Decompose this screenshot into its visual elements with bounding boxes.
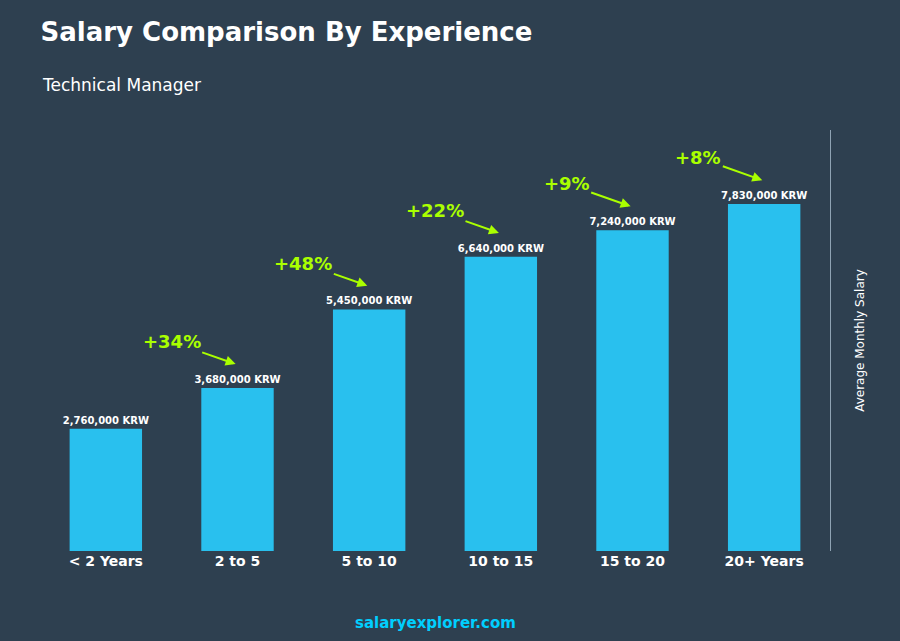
svg-text:Technical Manager: Technical Manager	[42, 75, 201, 95]
svg-text:+9%: +9%	[544, 173, 590, 194]
svg-text:10 to 15: 10 to 15	[468, 553, 533, 569]
svg-text:< 2 Years: < 2 Years	[69, 553, 143, 569]
svg-text:5 to 10: 5 to 10	[342, 553, 398, 569]
svg-text:Salary Comparison By Experienc: Salary Comparison By Experience	[41, 17, 533, 47]
svg-text:5,450,000 KRW: 5,450,000 KRW	[326, 295, 412, 306]
svg-text:2 to 5: 2 to 5	[215, 553, 261, 569]
svg-text:+34%: +34%	[143, 331, 201, 352]
svg-text:3,680,000 KRW: 3,680,000 KRW	[194, 374, 280, 385]
svg-text:7,830,000 KRW: 7,830,000 KRW	[721, 190, 807, 201]
svg-text:+8%: +8%	[675, 147, 721, 168]
svg-text:6,640,000 KRW: 6,640,000 KRW	[458, 243, 544, 254]
svg-text:2,760,000 KRW: 2,760,000 KRW	[63, 415, 149, 426]
svg-text:+48%: +48%	[274, 253, 332, 274]
svg-text:20+ Years: 20+ Years	[725, 553, 804, 569]
svg-text:+22%: +22%	[406, 200, 464, 221]
svg-text:7,240,000 KRW: 7,240,000 KRW	[589, 216, 675, 227]
svg-text:Average Monthly Salary: Average Monthly Salary	[853, 269, 867, 412]
svg-text:15 to 20: 15 to 20	[600, 553, 665, 569]
svg-text:salaryexplorer.com: salaryexplorer.com	[355, 614, 516, 632]
